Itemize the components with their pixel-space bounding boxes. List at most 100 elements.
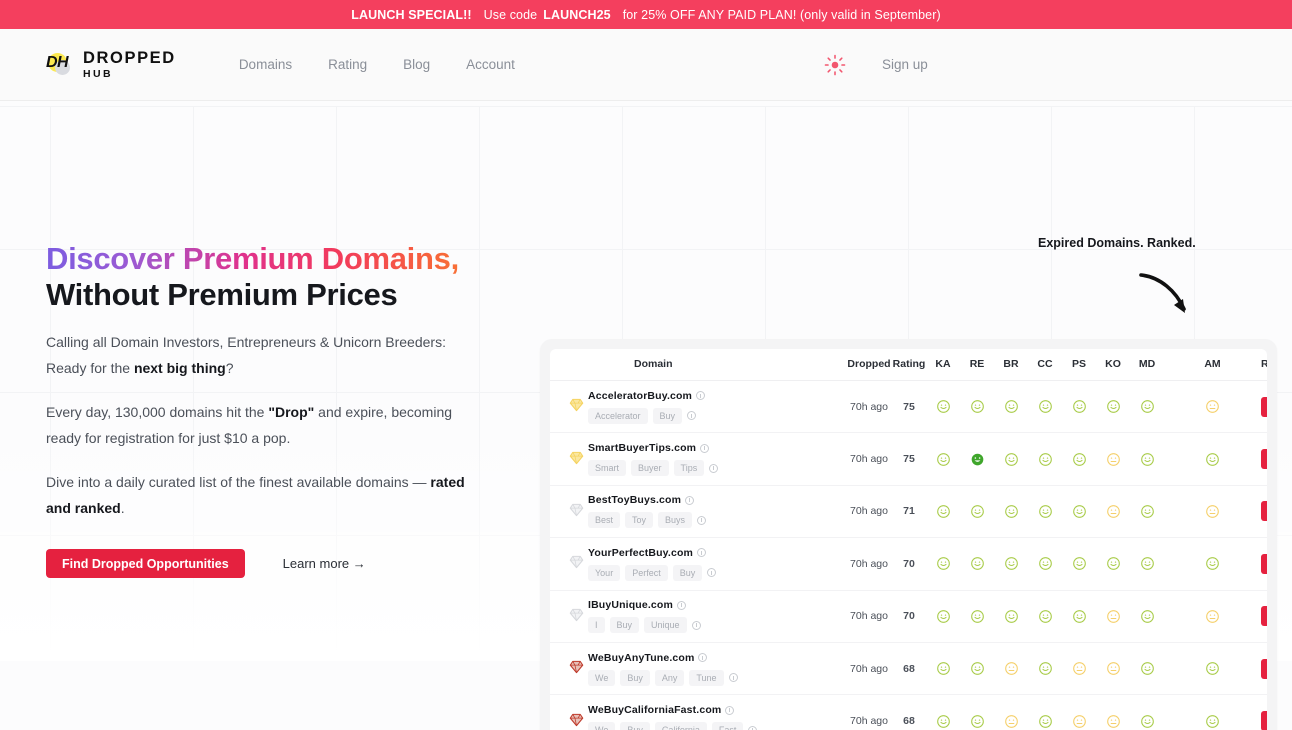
row-score-br[interactable] (994, 590, 1029, 643)
row-score-am[interactable] (1164, 485, 1262, 539)
row-score-br[interactable] (994, 432, 1029, 486)
row-score-re[interactable] (960, 380, 995, 434)
row-score-cc[interactable] (1028, 485, 1063, 539)
find-dropped-opportunities-button[interactable]: Find Dropped Opportunities (46, 549, 245, 578)
domain-name[interactable]: WeBuyAnyTune.com (588, 652, 846, 664)
row-score-md[interactable] (1130, 380, 1165, 434)
row-score-ko[interactable] (1096, 590, 1131, 643)
row-score-re[interactable] (960, 695, 994, 730)
domain-name[interactable]: IBuyUnique.com (588, 599, 846, 611)
row-score-md[interactable] (1130, 537, 1165, 591)
row-score-ps[interactable] (1062, 432, 1097, 486)
info-icon[interactable] (748, 725, 758, 730)
col-ps[interactable]: PS (1062, 349, 1097, 381)
domain-name[interactable]: SmartBuyerTips.com (588, 442, 846, 454)
domain-tag[interactable]: Toy (625, 512, 654, 529)
logo[interactable]: DH DROPPED HUB (46, 50, 176, 79)
domain-tag[interactable]: Your (588, 564, 621, 581)
register-button[interactable]: Register (1261, 658, 1267, 679)
domain-tag[interactable]: Buy (620, 722, 650, 730)
row-score-ka[interactable] (926, 485, 961, 539)
row-score-ka[interactable] (926, 432, 961, 486)
row-score-am[interactable] (1164, 537, 1262, 591)
col-am[interactable]: AM (1164, 349, 1262, 381)
row-score-ka[interactable] (926, 642, 961, 696)
info-icon[interactable] (696, 391, 706, 401)
domain-tag[interactable]: Buy (620, 669, 650, 686)
nav-item-rating[interactable]: Rating (328, 57, 368, 72)
info-icon[interactable] (709, 463, 719, 473)
col-domain[interactable]: Domain (584, 349, 847, 381)
row-score-ko[interactable] (1096, 537, 1131, 591)
col-ka[interactable]: KA (926, 349, 961, 381)
info-icon[interactable] (698, 653, 708, 663)
table-row[interactable]: AcceleratorBuy.com Accelerator Buy 70h ago 7… (550, 380, 1267, 434)
row-score-ko[interactable] (1096, 432, 1131, 486)
col-rating[interactable]: Rating (892, 349, 927, 381)
domain-tag[interactable]: Any (654, 669, 685, 686)
info-icon[interactable] (728, 673, 738, 683)
register-button[interactable]: Register (1261, 606, 1267, 627)
row-score-br[interactable] (994, 642, 1029, 696)
nav-item-account[interactable]: Account (466, 57, 515, 72)
col-md[interactable]: MD (1130, 349, 1165, 381)
row-score-md[interactable] (1130, 695, 1164, 730)
row-score-re[interactable] (960, 537, 995, 591)
register-button[interactable]: Register (1261, 711, 1267, 730)
row-score-cc[interactable] (1028, 380, 1063, 434)
row-score-re[interactable] (960, 642, 995, 696)
row-score-re[interactable] (960, 590, 995, 643)
domain-tag[interactable]: Best (588, 512, 621, 529)
row-score-ka[interactable] (926, 590, 961, 643)
info-icon[interactable] (691, 620, 701, 630)
col-ko[interactable]: KO (1096, 349, 1131, 381)
domain-tag[interactable]: We (588, 722, 616, 730)
register-button[interactable]: Register (1261, 396, 1267, 417)
info-icon[interactable] (700, 443, 710, 453)
domain-tag[interactable]: Fast (711, 722, 744, 730)
domain-tag[interactable]: Tune (689, 669, 724, 686)
domain-tag[interactable]: Buy (672, 564, 703, 581)
row-score-ps[interactable] (1062, 590, 1097, 643)
row-score-md[interactable] (1130, 432, 1165, 486)
domain-tag[interactable]: Buy (652, 407, 683, 424)
row-score-am[interactable] (1164, 380, 1262, 434)
row-score-md[interactable] (1130, 485, 1165, 539)
domain-tag[interactable]: California (654, 722, 707, 730)
register-button[interactable]: Register (1261, 553, 1267, 574)
info-icon[interactable] (725, 705, 735, 715)
domain-tag[interactable]: We (588, 669, 616, 686)
row-score-cc[interactable] (1028, 432, 1063, 486)
row-score-ps[interactable] (1062, 485, 1097, 539)
nav-item-domains[interactable]: Domains (238, 57, 293, 72)
domain-name[interactable]: YourPerfectBuy.com (588, 547, 846, 559)
row-score-re[interactable] (960, 432, 995, 486)
row-score-cc[interactable] (1028, 537, 1063, 591)
row-score-re[interactable] (960, 485, 995, 539)
col-dropped[interactable]: Dropped (846, 349, 893, 381)
table-row[interactable]: YourPerfectBuy.com Your Perfect Buy 70h ago 7… (550, 537, 1267, 591)
register-button[interactable]: Register (1261, 501, 1267, 522)
info-icon[interactable] (697, 515, 707, 525)
domain-tag[interactable]: Buy (609, 617, 640, 634)
row-score-ps[interactable] (1062, 380, 1097, 434)
row-score-br[interactable] (994, 485, 1029, 539)
table-row[interactable]: SmartBuyerTips.com Smart Buyer Tips 70h ago 7… (550, 432, 1267, 486)
row-score-cc[interactable] (1028, 590, 1063, 643)
row-score-br[interactable] (994, 537, 1029, 591)
domain-tag[interactable]: Buys (658, 512, 693, 529)
row-score-ps[interactable] (1062, 695, 1096, 730)
domain-tag[interactable]: Tips (673, 460, 705, 477)
row-score-ps[interactable] (1062, 642, 1097, 696)
row-score-md[interactable] (1130, 590, 1165, 643)
row-score-am[interactable] (1164, 432, 1262, 486)
domain-tag[interactable]: I (588, 617, 605, 634)
domain-tag[interactable]: Accelerator (588, 407, 648, 424)
domain-tag[interactable]: Unique (644, 617, 687, 634)
row-score-ka[interactable] (926, 380, 961, 434)
row-score-md[interactable] (1130, 642, 1165, 696)
col-re[interactable]: RE (960, 349, 995, 381)
row-score-br[interactable] (994, 695, 1028, 730)
